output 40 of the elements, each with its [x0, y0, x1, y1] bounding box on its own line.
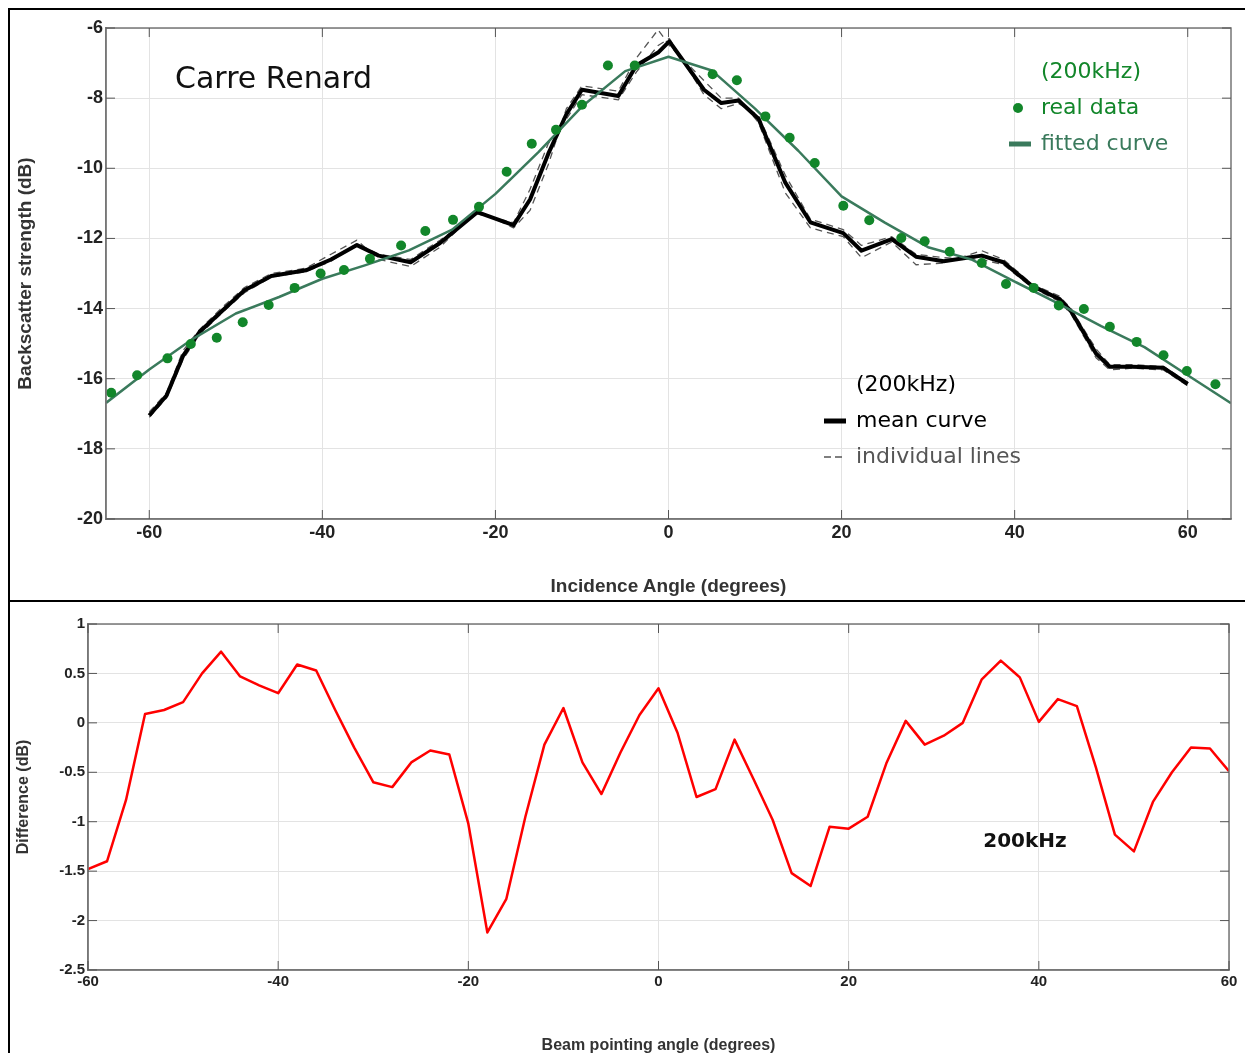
y-tick-label: 0 [76, 713, 85, 730]
y-tick-label: 0.5 [64, 663, 85, 681]
x-tick-label: 60 [1220, 972, 1238, 990]
x-tick-label: 40 [1030, 972, 1048, 990]
y-tick-label: -14 [76, 297, 103, 318]
legend-label: real data [1041, 93, 1140, 119]
y-tick-label: 1 [76, 614, 85, 632]
x-tick-label: -60 [136, 521, 163, 542]
y-tick-label: -16 [76, 367, 103, 388]
y-axis-title: Difference (dB) [14, 739, 32, 855]
x-tick-label: -20 [482, 521, 509, 542]
y-tick-label: -8 [86, 87, 103, 108]
y-tick-label: -0.5 [59, 762, 85, 780]
x-axis-title: Beam pointing angle (degrees) [541, 1035, 776, 1053]
x-tick-label: 20 [831, 521, 852, 542]
legend-label: mean curve [856, 406, 988, 432]
legend-label: fitted curve [1041, 129, 1169, 155]
x-tick-label: 20 [840, 972, 858, 990]
y-tick-label: -1 [71, 811, 85, 829]
y-tick-label: -2 [71, 910, 85, 928]
y-tick-label: -10 [76, 157, 103, 178]
y-tick-label: -1.5 [59, 861, 85, 879]
y-tick-label: -12 [76, 227, 103, 248]
legend-label: individual lines [856, 442, 1021, 468]
annotation: Carre Renard [175, 59, 373, 95]
y-tick-label: -6 [86, 16, 103, 37]
x-tick-label: 0 [654, 972, 663, 990]
x-tick-label: 0 [663, 521, 674, 542]
annotation: 200kHz [983, 828, 1067, 853]
annotation: (200kHz) [1041, 57, 1141, 83]
x-tick-label: -40 [267, 972, 290, 990]
y-axis-title: Backscatter strength (dB) [13, 157, 35, 390]
x-tick-label: -20 [457, 972, 480, 990]
x-tick-label: -40 [309, 521, 336, 542]
y-tick-label: -20 [76, 507, 103, 528]
y-tick-label: -18 [76, 437, 103, 458]
x-tick-label: 60 [1177, 521, 1198, 542]
annotation: (200kHz) [856, 370, 956, 396]
x-axis-title: Incidence Angle (degrees) [550, 574, 787, 596]
x-tick-label: 40 [1004, 521, 1025, 542]
